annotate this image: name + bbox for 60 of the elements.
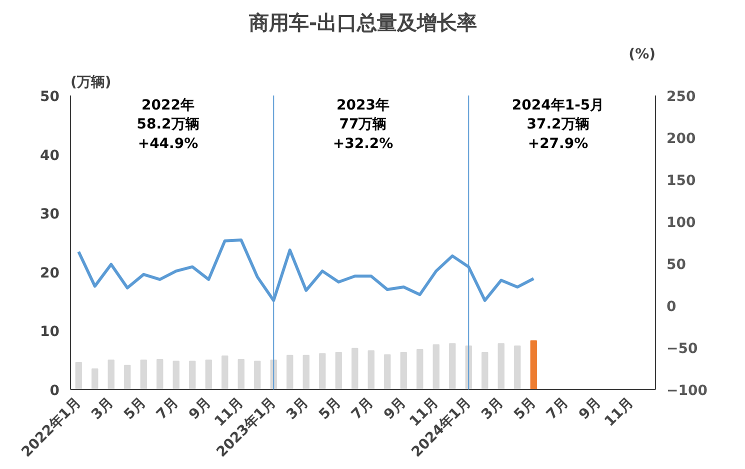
y-tick-label: 10: [40, 324, 60, 340]
bar: [530, 340, 537, 390]
bar: [172, 360, 180, 390]
annotation: 2024年1-5月 37.2万辆 +27.9%: [512, 98, 604, 152]
bar: [498, 343, 504, 390]
bar: [335, 352, 342, 390]
bar: [254, 360, 261, 390]
bar: [140, 360, 147, 390]
bar: [416, 349, 424, 390]
y-tick-label: 0: [50, 383, 60, 399]
bar: [432, 344, 440, 390]
bar: [189, 360, 196, 390]
y-tick-label: 50: [40, 89, 60, 105]
x-tick-label: 9月: [186, 394, 214, 423]
bar: [482, 352, 488, 390]
bar: [92, 368, 98, 390]
x-tick-label: 9月: [381, 394, 410, 423]
bar: [205, 360, 212, 390]
y2-tick-label: 150: [666, 173, 696, 189]
bar: [124, 364, 131, 390]
y2-tick-label: −50: [666, 341, 698, 357]
bar: [75, 362, 82, 390]
y-tick-label: 30: [40, 206, 60, 223]
bar: [222, 355, 228, 390]
y-tick-label: 40: [40, 148, 60, 164]
y2-tick-label: 50: [666, 257, 686, 273]
bar: [400, 352, 407, 390]
y2-tick-label: 200: [666, 131, 696, 147]
x-tick-label: 7月: [154, 394, 182, 423]
annotation: 2022年 58.2万辆 +44.9%: [136, 98, 200, 152]
x-tick-label: 3月: [88, 394, 117, 423]
annotation: 2023年 77万辆 +32.2%: [332, 98, 394, 152]
y2-tick-label: 100: [666, 215, 696, 231]
bar: [238, 359, 244, 390]
chart-title: 商用车-出口总量及增长率: [248, 10, 478, 34]
y2-tick-label: 0: [666, 299, 676, 315]
x-tick-label: 3月: [478, 394, 507, 423]
y2-tick-label: −100: [666, 383, 708, 399]
bar: [352, 348, 358, 390]
bar: [302, 354, 310, 390]
x-tick-label: 5月: [121, 394, 150, 423]
y2-axis-title: (%): [628, 46, 656, 62]
y2-tick-label: 250: [666, 89, 696, 105]
bar: [108, 360, 114, 390]
x-tick-label: 7月: [544, 394, 572, 423]
x-tick-label: 9月: [576, 394, 604, 423]
bar: [319, 353, 326, 390]
bar: [286, 354, 294, 390]
bar: [514, 345, 521, 390]
bar: [156, 359, 164, 390]
bar: [449, 343, 456, 390]
x-tick-label: 3月: [284, 394, 312, 423]
y-tick-label: 20: [40, 265, 60, 282]
x-tick-label: 7月: [348, 394, 377, 423]
y-axis-title: (万辆): [70, 74, 112, 90]
x-tick-label: 5月: [511, 394, 540, 423]
x-tick-label: 11月: [602, 394, 637, 430]
x-tick-label: 5月: [316, 394, 344, 423]
bar: [384, 354, 391, 390]
bar: [368, 350, 374, 390]
